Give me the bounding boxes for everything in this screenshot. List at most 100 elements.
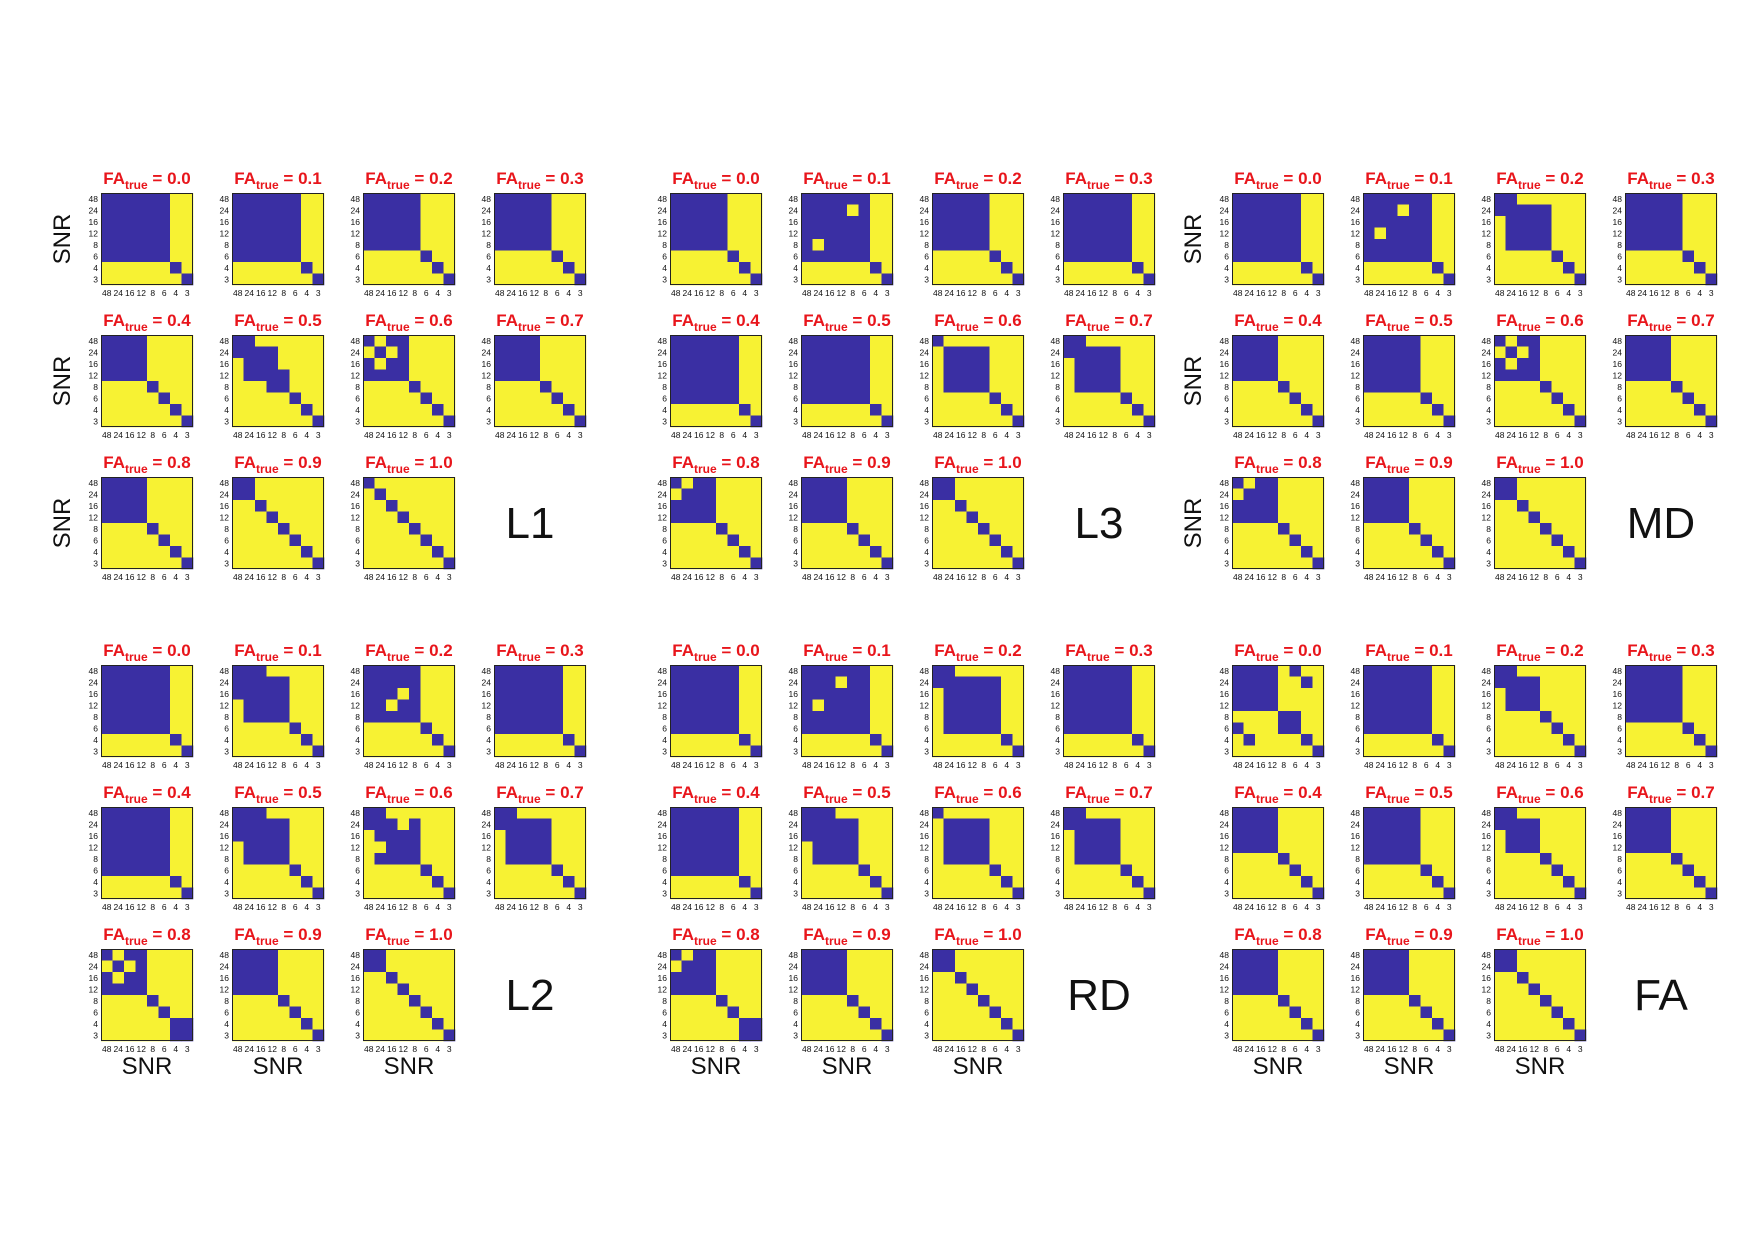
matrix-cell: [158, 262, 171, 274]
matrix-cell: [750, 818, 763, 831]
x-tick-label: 48: [102, 1044, 112, 1054]
matrix-cell: [147, 477, 159, 489]
l2-title-fa-0-9: FAtrue = 0.9: [234, 925, 322, 948]
matrix-cell: [989, 216, 1002, 228]
matrix-cell: [1120, 193, 1133, 205]
y-tick-label: 6: [662, 723, 667, 733]
matrix-cell: [289, 477, 302, 489]
matrix-cell: [1397, 688, 1410, 700]
x-tick-label: 12: [530, 760, 540, 770]
x-tick-label: 48: [802, 902, 812, 912]
y-tick-label: 4: [1617, 405, 1622, 415]
matrix-cell: [1505, 676, 1518, 689]
matrix-cell: [1120, 734, 1133, 746]
y-tick-label: 16: [658, 831, 668, 841]
y-tick-label: 3: [224, 888, 229, 898]
matrix-cell: [255, 227, 267, 240]
matrix-cell: [386, 392, 398, 405]
matrix-cell: [955, 688, 967, 700]
matrix-cell: [397, 818, 410, 831]
matrix-cell: [693, 734, 705, 746]
x-tick-label: 24: [1376, 288, 1386, 298]
matrix-cell: [1432, 665, 1444, 677]
matrix-cell: [170, 995, 182, 1007]
matrix-cell: [170, 676, 182, 689]
matrix-cell: [1255, 227, 1267, 240]
matrix-cell: [1063, 745, 1075, 758]
matrix-cell: [693, 1018, 705, 1030]
matrix-cell: [289, 864, 302, 877]
fa-title-fa-0-2: FAtrue = 0.2: [1496, 641, 1584, 664]
matrix-cell: [1374, 488, 1387, 501]
matrix-cell: [858, 262, 871, 274]
matrix-cell: [1301, 534, 1313, 547]
matrix-cell: [574, 346, 587, 359]
matrix-cell: [551, 864, 564, 877]
matrix-cell: [563, 216, 575, 228]
matrix-cell: [716, 488, 728, 501]
y-tick-label: 12: [658, 370, 668, 380]
matrix-cell: [289, 239, 302, 251]
matrix-cell: [181, 876, 194, 888]
matrix-cell: [1097, 346, 1110, 359]
matrix-cell: [1443, 204, 1456, 217]
matrix-cell: [1517, 523, 1529, 535]
y-tick-label: 6: [93, 723, 98, 733]
matrix-cell: [301, 711, 313, 723]
fa-value: 0.0: [736, 169, 760, 188]
x-tick-label: 8: [1112, 760, 1117, 770]
matrix-cell: [989, 346, 1002, 359]
matrix-cell: [1312, 346, 1325, 359]
matrix-cell: [363, 204, 375, 217]
matrix-cell: [693, 392, 705, 405]
matrix-cell: [847, 193, 859, 205]
matrix-cell: [1682, 676, 1695, 689]
y-tick-label: 48: [1051, 666, 1061, 676]
matrix-cell: [135, 853, 148, 865]
y-tick-label: 6: [1486, 393, 1491, 403]
matrix-cell: [716, 392, 728, 405]
x-tick-label: 8: [281, 572, 286, 582]
matrix-cell: [1386, 404, 1398, 416]
matrix-cell: [681, 358, 694, 370]
matrix-cell: [847, 972, 859, 984]
matrix-cell: [1443, 216, 1456, 228]
matrix-cell: [170, 546, 182, 558]
matrix-cell: [847, 818, 859, 831]
matrix-cell: [147, 273, 159, 286]
matrix-cell: [1574, 193, 1587, 205]
matrix-cell: [363, 699, 375, 712]
matrix-cell: [135, 699, 148, 712]
matrix-cell: [824, 972, 836, 984]
matrix-cell: [232, 734, 244, 746]
matrix-cell: [978, 983, 990, 996]
matrix-cell: [1243, 818, 1256, 831]
matrix-cell: [363, 250, 375, 263]
matrix-cell: [1386, 204, 1398, 217]
matrix-cell: [835, 699, 848, 712]
matrix-cell: [1494, 381, 1506, 393]
matrix-cell: [243, 404, 256, 416]
y-tick-label: 3: [224, 746, 229, 756]
matrix-cell: [670, 216, 682, 228]
matrix-cell: [1574, 745, 1587, 758]
matrix-cell: [1255, 415, 1267, 428]
matrix-cell: [670, 745, 682, 758]
md-title-fa-0-8: FAtrue = 0.8: [1234, 453, 1322, 476]
matrix-cell: [847, 557, 859, 570]
matrix-cell: [1063, 381, 1075, 393]
matrix-cell: [1563, 546, 1575, 558]
x-tick-label: 24: [1245, 430, 1255, 440]
y-tick-label: 48: [220, 666, 230, 676]
matrix-cell: [101, 534, 113, 547]
matrix-cell: [670, 193, 682, 205]
matrix-cell: [158, 523, 171, 535]
matrix-cell: [1574, 392, 1587, 405]
matrix-cell: [386, 557, 398, 570]
matrix-cell: [255, 818, 267, 831]
matrix-cell: [704, 665, 717, 677]
x-tick-label: 6: [1686, 288, 1691, 298]
y-tick-label: 4: [793, 1019, 798, 1029]
matrix-cell: [681, 262, 694, 274]
